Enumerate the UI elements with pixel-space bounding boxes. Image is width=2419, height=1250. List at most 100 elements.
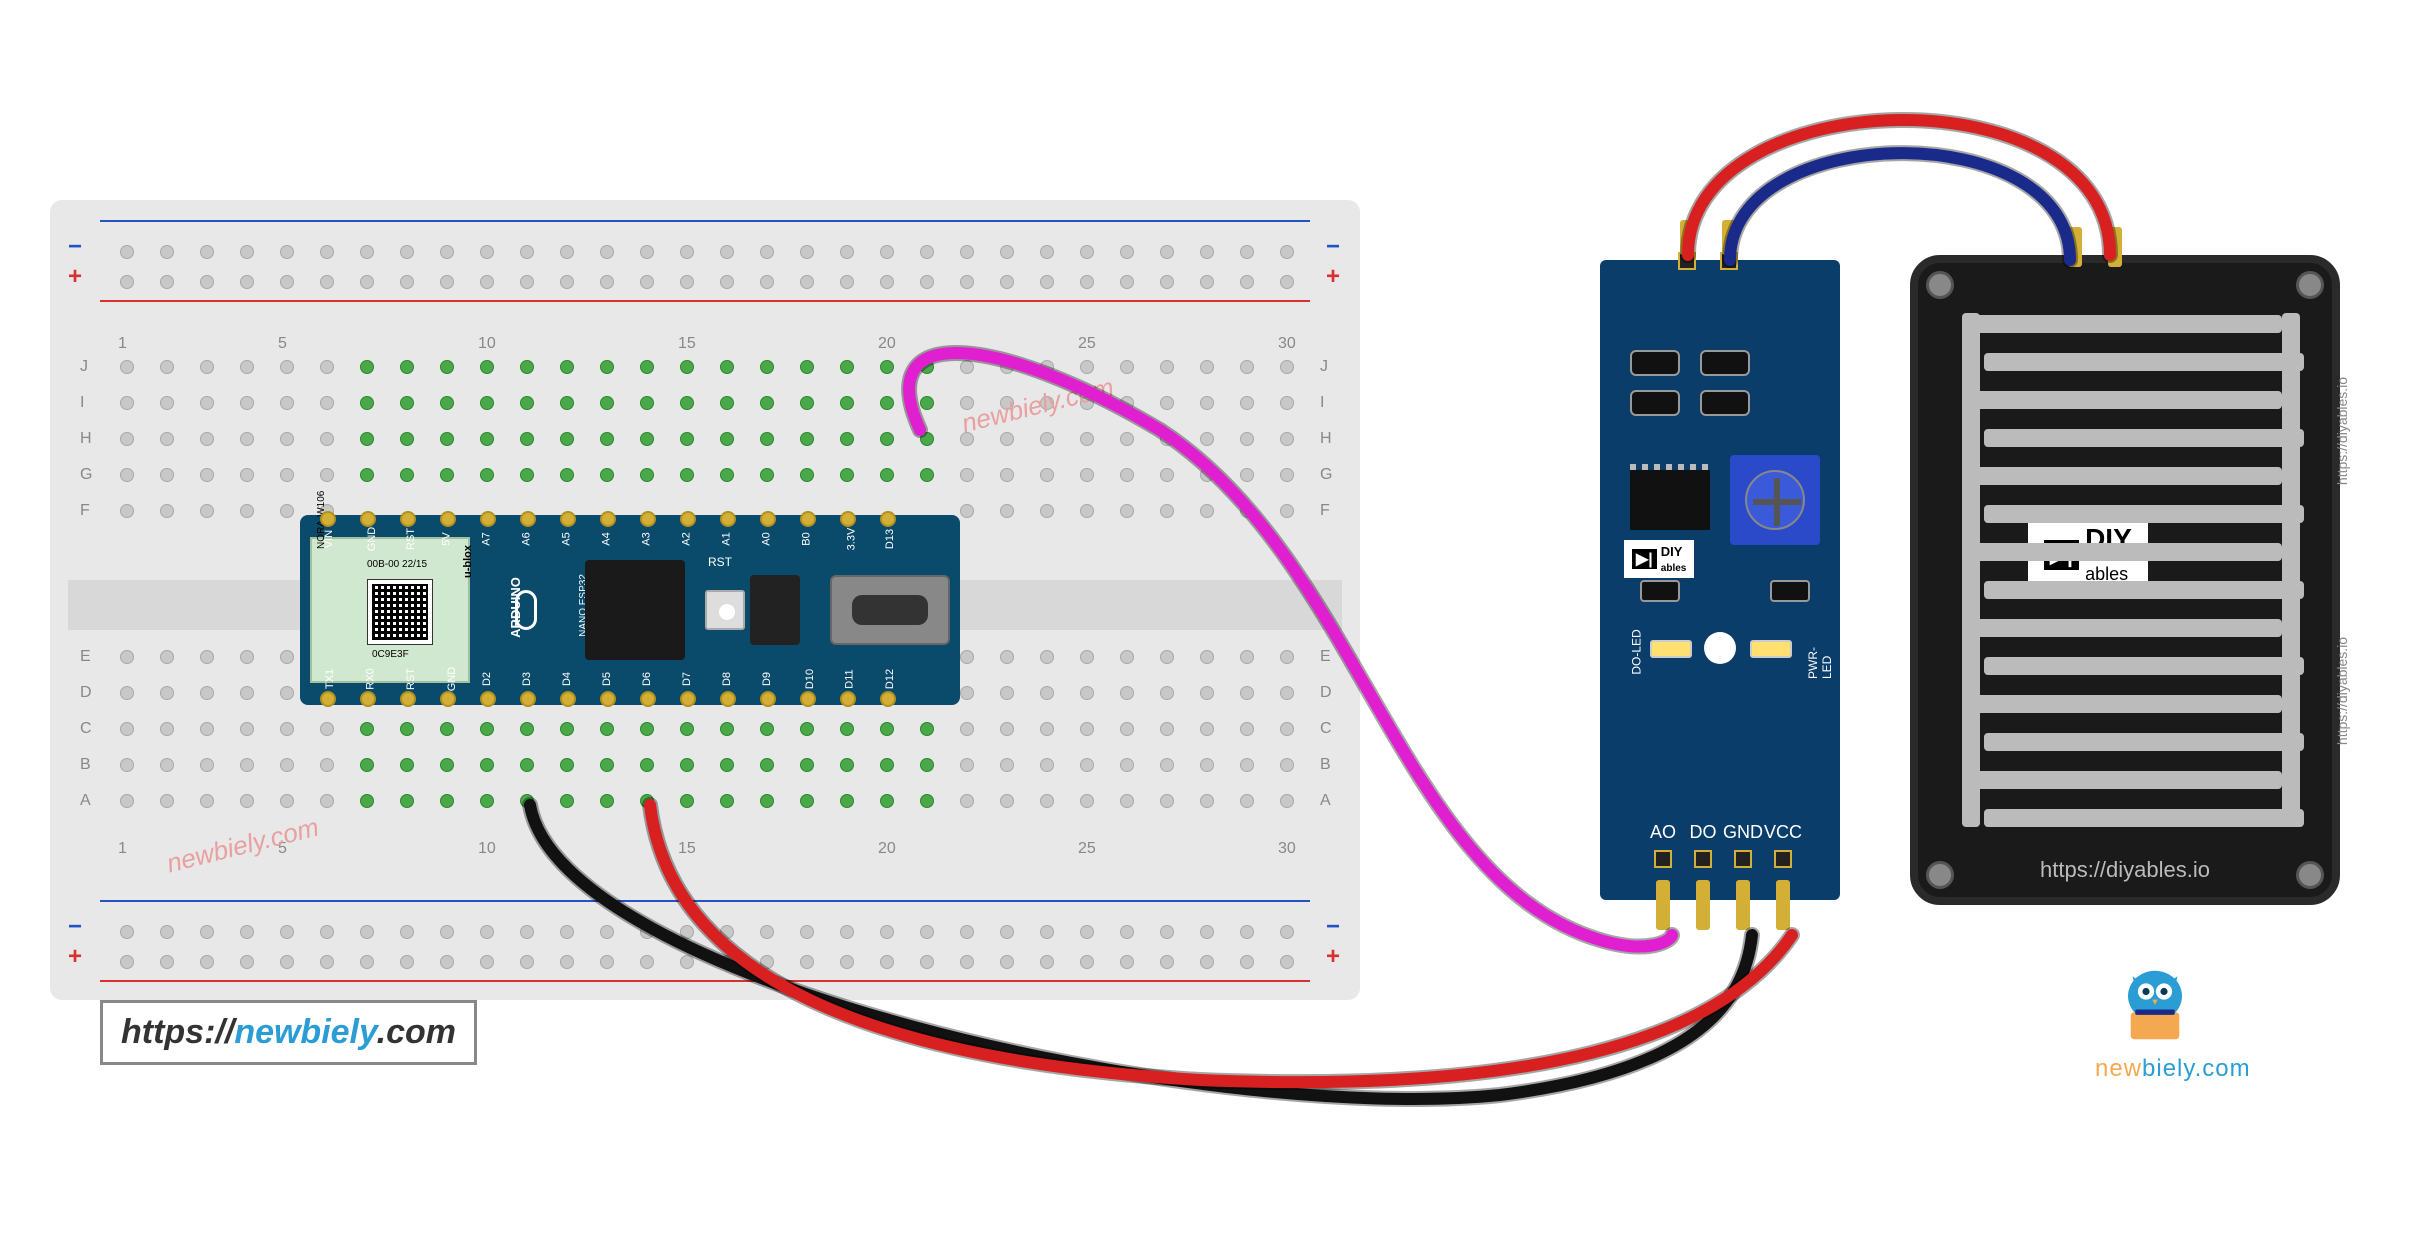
nano-pin-a3	[640, 511, 656, 527]
breadboard-hole	[680, 245, 694, 259]
breadboard-hole	[280, 794, 294, 808]
rail-polarity-symbol: +	[1326, 263, 1340, 291]
breadboard-hole	[1200, 360, 1214, 374]
breadboard-hole	[1240, 722, 1254, 736]
qr-code-text: 0C9E3F	[372, 649, 409, 660]
breadboard-hole	[920, 275, 934, 289]
breadboard-hole	[240, 955, 254, 969]
sensor-trace	[1962, 467, 2282, 485]
module-pin-gnd	[1734, 850, 1752, 868]
column-number: 5	[278, 335, 287, 353]
module-pin-vcc	[1774, 850, 1792, 868]
breadboard-hole	[920, 396, 934, 410]
breadboard-hole	[1120, 432, 1134, 446]
breadboard-hole	[1080, 504, 1094, 518]
pin-label: A7	[481, 532, 493, 545]
column-number: 1	[118, 840, 127, 858]
breadboard-hole	[1280, 722, 1294, 736]
mcu-chip	[585, 560, 685, 660]
breadboard-hole	[120, 722, 134, 736]
row-label: I	[80, 394, 84, 412]
breadboard-hole	[1280, 245, 1294, 259]
pin-label: 5V	[441, 532, 453, 545]
breadboard-hole	[1120, 650, 1134, 664]
breadboard-hole	[640, 432, 654, 446]
breadboard-hole	[440, 758, 454, 772]
breadboard-hole	[1080, 275, 1094, 289]
breadboard-hole	[800, 468, 814, 482]
breadboard-hole	[1080, 468, 1094, 482]
breadboard-hole	[880, 245, 894, 259]
breadboard-hole	[960, 650, 974, 664]
breadboard-hole	[440, 432, 454, 446]
breadboard-hole	[880, 432, 894, 446]
pin-label: A4	[601, 532, 613, 545]
nano-pin-vin	[320, 511, 336, 527]
url-suffix: .com	[377, 1013, 456, 1051]
pin-label: A1	[721, 532, 733, 545]
pin-label: A3	[641, 532, 653, 545]
breadboard-hole	[1040, 925, 1054, 939]
breadboard-hole	[1160, 432, 1174, 446]
pwr-led	[1750, 640, 1792, 658]
breadboard-hole	[1000, 360, 1014, 374]
breadboard-hole	[1200, 468, 1214, 482]
breadboard-hole	[760, 758, 774, 772]
smd-component	[1700, 390, 1750, 416]
pin-label: D6	[641, 672, 653, 686]
row-label: E	[80, 648, 91, 666]
nano-pin-tx1	[320, 691, 336, 707]
breadboard-hole	[520, 955, 534, 969]
breadboard-hole	[600, 794, 614, 808]
pin-label: D12	[884, 669, 896, 689]
breadboard-hole	[1000, 432, 1014, 446]
ublox-label: u-blox	[462, 545, 474, 578]
breadboard-hole	[720, 955, 734, 969]
nano-pin-d11	[840, 691, 856, 707]
nano-pin-3.3v	[840, 511, 856, 527]
rail-polarity-symbol: −	[68, 913, 82, 941]
breadboard-hole	[440, 722, 454, 736]
breadboard-hole	[1120, 722, 1134, 736]
module-pin-label: AO	[1643, 822, 1683, 843]
breadboard-hole	[1000, 396, 1014, 410]
breadboard-hole	[680, 396, 694, 410]
module-pin-do	[1694, 850, 1712, 868]
breadboard-hole	[1240, 396, 1254, 410]
nano-pin-gnd	[440, 691, 456, 707]
pin-label: RST	[405, 668, 417, 690]
breadboard-hole	[1240, 955, 1254, 969]
breadboard-hole	[480, 245, 494, 259]
breadboard-hole	[520, 432, 534, 446]
breadboard-hole	[440, 245, 454, 259]
row-label: H	[80, 430, 92, 448]
breadboard-hole	[320, 245, 334, 259]
breadboard-hole	[480, 396, 494, 410]
breadboard-hole	[1280, 925, 1294, 939]
nano-pin-b0	[800, 511, 816, 527]
breadboard-hole	[640, 360, 654, 374]
power-rail-line	[100, 980, 1310, 982]
breadboard-hole	[1200, 650, 1214, 664]
module-pin-lead	[1736, 880, 1750, 930]
rail-polarity-symbol: +	[68, 263, 82, 291]
breadboard-hole	[280, 686, 294, 700]
breadboard-hole	[1160, 360, 1174, 374]
smd-component	[1630, 390, 1680, 416]
breadboard-hole	[200, 955, 214, 969]
breadboard-hole	[360, 925, 374, 939]
breadboard-hole	[1000, 275, 1014, 289]
breadboard-hole	[640, 955, 654, 969]
breadboard-hole	[120, 275, 134, 289]
breadboard-hole	[120, 360, 134, 374]
breadboard-hole	[1160, 955, 1174, 969]
module-pin-lead	[1776, 880, 1790, 930]
breadboard-hole	[200, 758, 214, 772]
breadboard-hole	[440, 468, 454, 482]
breadboard-hole	[520, 360, 534, 374]
breadboard-hole	[680, 468, 694, 482]
breadboard-hole	[1240, 432, 1254, 446]
breadboard-hole	[1120, 468, 1134, 482]
breadboard-hole	[840, 432, 854, 446]
row-label: H	[1320, 430, 1332, 448]
